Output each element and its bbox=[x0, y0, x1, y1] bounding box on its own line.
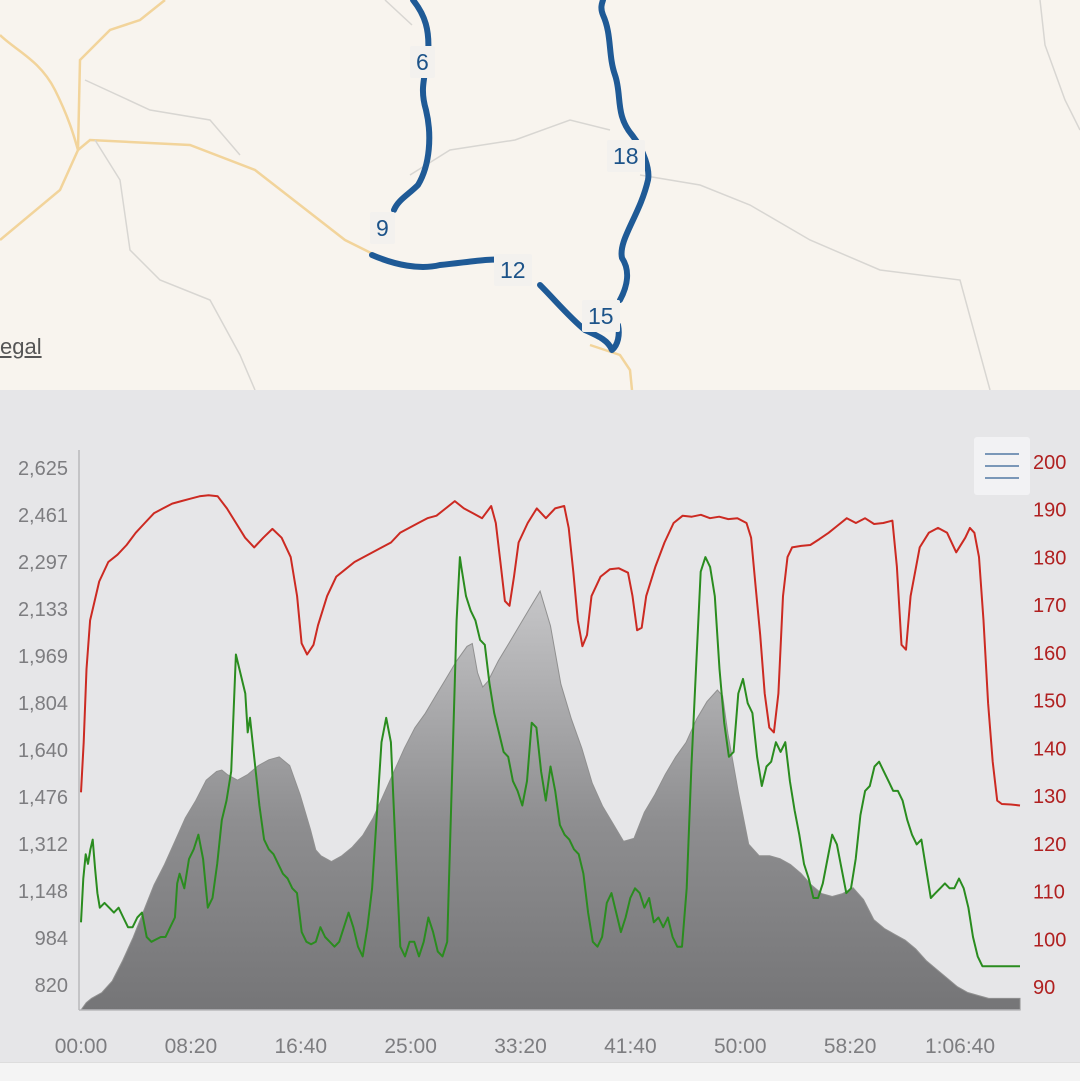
y-tick-left: 1,640 bbox=[18, 740, 68, 762]
y-tick-left: 2,625 bbox=[18, 458, 68, 480]
route-marker: 18 bbox=[607, 140, 645, 172]
x-tick: 08:20 bbox=[165, 1035, 218, 1058]
y-tick-left: 1,148 bbox=[18, 881, 68, 903]
y-tick-right: 130 bbox=[1033, 786, 1066, 808]
bottom-bar bbox=[0, 1062, 1080, 1081]
legal-link[interactable]: egal bbox=[0, 334, 42, 359]
map-road bbox=[94, 139, 256, 390]
y-tick-right: 140 bbox=[1033, 738, 1066, 760]
y-tick-right: 120 bbox=[1033, 834, 1066, 856]
map-canvas bbox=[0, 0, 1080, 390]
map-road bbox=[639, 174, 991, 390]
route-path bbox=[369, 0, 652, 353]
chart-menu-button[interactable] bbox=[974, 437, 1030, 495]
y-tick-right: 200 bbox=[1033, 452, 1066, 474]
map-road bbox=[0, 34, 80, 241]
route-marker: 9 bbox=[370, 212, 395, 244]
y-tick-right: 190 bbox=[1033, 500, 1066, 522]
route-marker: 6 bbox=[410, 46, 435, 78]
x-tick: 25:00 bbox=[384, 1035, 437, 1058]
y-tick-right: 90 bbox=[1033, 977, 1055, 999]
x-tick: 1:06:40 bbox=[925, 1035, 995, 1058]
y-tick-right: 150 bbox=[1033, 691, 1066, 713]
route-marker: 12 bbox=[494, 254, 532, 286]
cadence-line bbox=[80, 556, 1020, 968]
y-tick-left: 2,461 bbox=[18, 505, 68, 527]
y-tick-left: 1,476 bbox=[18, 787, 68, 809]
y-tick-left: 820 bbox=[35, 975, 68, 997]
map-road bbox=[384, 0, 413, 26]
x-tick: 33:20 bbox=[494, 1035, 547, 1058]
route-marker: 15 bbox=[582, 300, 620, 332]
map-road bbox=[84, 79, 241, 156]
map-road bbox=[76, 0, 166, 151]
map-road bbox=[1039, 0, 1080, 131]
y-tick-right: 100 bbox=[1033, 929, 1066, 951]
y-tick-left: 984 bbox=[35, 928, 68, 950]
y-tick-right: 180 bbox=[1033, 547, 1066, 569]
y-tick-left: 1,804 bbox=[18, 693, 68, 715]
route-map[interactable]: 6 9 12 15 18 egal bbox=[0, 0, 1080, 390]
heart-rate-line bbox=[80, 494, 1021, 807]
y-tick-right: 160 bbox=[1033, 643, 1066, 665]
y-tick-right: 170 bbox=[1033, 595, 1066, 617]
map-road bbox=[589, 343, 634, 390]
x-tick: 58:20 bbox=[824, 1035, 877, 1058]
x-tick: 41:40 bbox=[604, 1035, 657, 1058]
hamburger-menu-icon bbox=[974, 437, 1030, 495]
y-tick-right: 110 bbox=[1033, 882, 1065, 904]
x-tick: 50:00 bbox=[714, 1035, 767, 1058]
x-tick: 16:40 bbox=[274, 1035, 327, 1058]
y-tick-left: 1,969 bbox=[18, 646, 68, 668]
y-tick-left: 2,133 bbox=[18, 599, 68, 621]
x-tick: 00:00 bbox=[55, 1035, 108, 1058]
map-road bbox=[77, 138, 376, 257]
y-tick-left: 2,297 bbox=[18, 552, 68, 574]
y-tick-left: 1,312 bbox=[18, 834, 68, 856]
elevation-area bbox=[80, 589, 1021, 1011]
map-road bbox=[409, 119, 611, 176]
